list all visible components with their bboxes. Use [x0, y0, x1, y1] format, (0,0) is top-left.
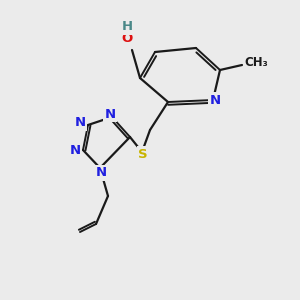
Text: H: H [122, 20, 133, 34]
Text: N: N [104, 107, 116, 121]
Text: N: N [74, 116, 86, 130]
Text: S: S [138, 148, 148, 160]
Text: CH₃: CH₃ [244, 56, 268, 70]
Text: N: N [69, 143, 81, 157]
Text: N: N [209, 94, 220, 106]
Text: N: N [95, 167, 106, 179]
Text: O: O [122, 32, 133, 44]
